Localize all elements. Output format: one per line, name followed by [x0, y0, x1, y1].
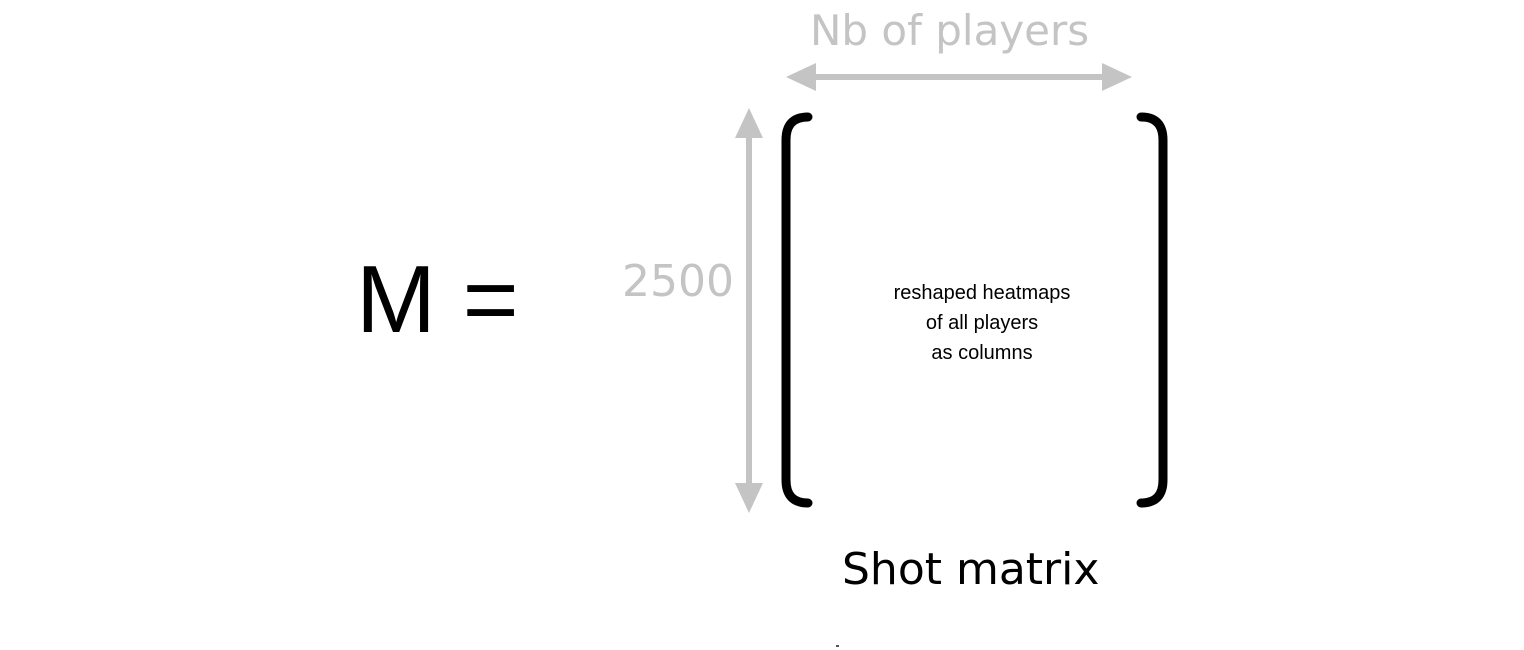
content-line: reshaped heatmaps [893, 282, 1071, 304]
cols-dimension-label: Nb of players [810, 6, 1090, 55]
matrix-caption: Shot matrix [842, 544, 1100, 595]
content-line: as columns [931, 342, 1033, 364]
stray-mark [836, 645, 839, 647]
cols-dimension-arrow [786, 63, 1132, 91]
rows-dimension-label: 2500 [622, 256, 734, 307]
matrix-content-text: reshaped heatmaps of all players as colu… [862, 278, 1102, 368]
rows-dimension-arrow [735, 108, 763, 513]
right-bracket [1136, 112, 1168, 508]
left-bracket [781, 112, 813, 508]
matrix-equation-lhs: M = [356, 246, 519, 353]
content-line: of all players [925, 312, 1039, 334]
